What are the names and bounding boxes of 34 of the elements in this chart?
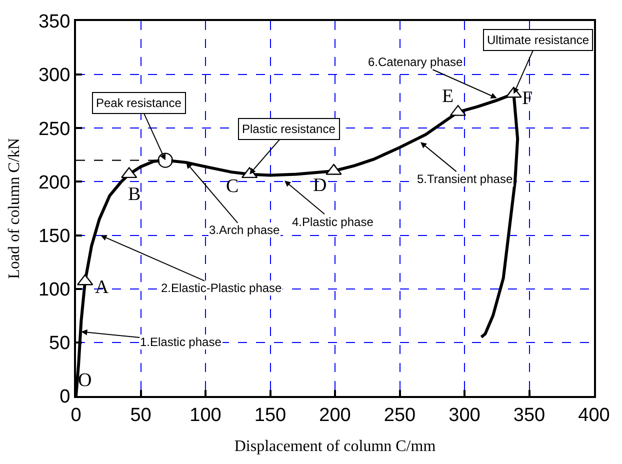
annotation: B <box>128 184 141 205</box>
y-axis-title: Load of column C/kN <box>6 138 23 279</box>
annotation: F <box>522 88 533 109</box>
annotation: C <box>226 176 239 197</box>
y-tick-label: 200 <box>38 172 70 194</box>
y-tick-label: 250 <box>38 118 70 140</box>
x-tick-label: 200 <box>319 404 351 426</box>
annotation: Ultimate resistance <box>487 33 590 47</box>
annotation: 5.Transient phase <box>417 172 513 186</box>
x-tick-label: 250 <box>384 404 416 426</box>
x-axis-title: Displacement of column C/mm <box>234 438 436 455</box>
annotation: O <box>78 370 92 391</box>
y-tick-label: 0 <box>60 386 70 408</box>
y-tick-label: 350 <box>38 12 70 33</box>
x-tick-label: 400 <box>578 404 610 426</box>
y-tick-label: 150 <box>38 226 70 247</box>
x-tick-label: 350 <box>513 404 546 426</box>
y-tick-label: 50 <box>49 333 70 354</box>
annotation: 1.Elastic phase <box>140 335 222 349</box>
y-tick-label: 300 <box>38 65 70 86</box>
annotation: D <box>313 175 327 196</box>
x-tick-label: 300 <box>448 404 480 426</box>
annotation: Peak resistance <box>96 96 182 110</box>
annotation: Plastic resistance <box>242 122 336 136</box>
x-tick-label: 50 <box>130 404 152 426</box>
x-tick-label: 100 <box>190 404 222 426</box>
x-tick-label: 150 <box>254 404 286 426</box>
annotation: 4.Plastic phase <box>292 215 374 229</box>
annotation: 2.Elastic-Plastic phase <box>161 281 282 295</box>
annotation: E <box>442 86 454 107</box>
annotation: A <box>95 277 109 298</box>
annotation: 3.Arch phase <box>209 223 280 237</box>
annotation: 6.Catenary phase <box>368 55 464 69</box>
y-tick-label: 100 <box>38 280 70 301</box>
